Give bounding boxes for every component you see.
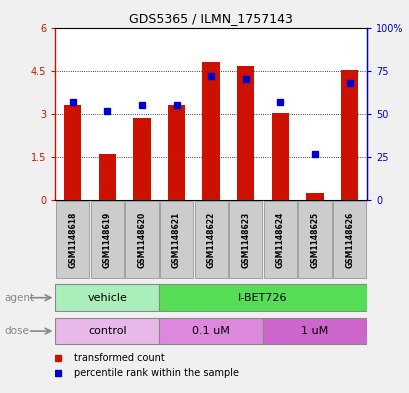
Bar: [133, 118, 150, 200]
Bar: [271, 112, 288, 200]
Text: GSM1148618: GSM1148618: [68, 211, 77, 268]
Text: vehicle: vehicle: [87, 293, 127, 303]
Bar: [55, 285, 159, 311]
Text: 1 uM: 1 uM: [301, 326, 328, 336]
Bar: [167, 105, 185, 200]
Text: GSM1148622: GSM1148622: [206, 211, 215, 268]
Bar: [332, 201, 365, 278]
Title: GDS5365 / ILMN_1757143: GDS5365 / ILMN_1757143: [129, 12, 292, 25]
Text: GSM1148620: GSM1148620: [137, 211, 146, 268]
Bar: [194, 201, 227, 278]
Bar: [229, 201, 262, 278]
Text: transformed count: transformed count: [74, 353, 164, 363]
Text: control: control: [88, 326, 126, 336]
Text: GSM1148626: GSM1148626: [344, 211, 353, 268]
Text: dose: dose: [4, 326, 29, 336]
Bar: [159, 285, 366, 311]
Bar: [99, 154, 116, 200]
Bar: [160, 201, 193, 278]
Text: percentile rank within the sample: percentile rank within the sample: [74, 368, 238, 378]
Bar: [236, 66, 254, 200]
Bar: [202, 62, 219, 200]
Bar: [263, 318, 366, 344]
Bar: [125, 201, 158, 278]
Bar: [263, 201, 296, 278]
Text: 0.1 uM: 0.1 uM: [192, 326, 229, 336]
Text: GSM1148625: GSM1148625: [310, 212, 319, 268]
Text: GSM1148624: GSM1148624: [275, 211, 284, 268]
Text: I-BET726: I-BET726: [238, 293, 287, 303]
Text: GSM1148621: GSM1148621: [172, 211, 181, 268]
Bar: [298, 201, 331, 278]
Bar: [340, 70, 357, 200]
Bar: [55, 318, 159, 344]
Text: GSM1148623: GSM1148623: [240, 211, 249, 268]
Bar: [90, 201, 124, 278]
Text: agent: agent: [4, 293, 34, 303]
Bar: [306, 193, 323, 200]
Bar: [64, 105, 81, 200]
Bar: [159, 318, 263, 344]
Text: GSM1148619: GSM1148619: [103, 211, 112, 268]
Bar: [56, 201, 89, 278]
